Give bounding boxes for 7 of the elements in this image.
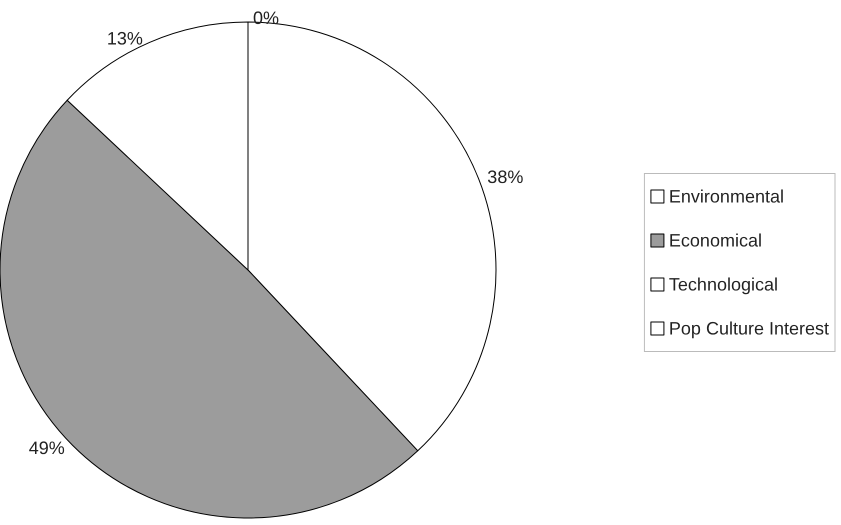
data-label: 38%: [487, 167, 524, 188]
data-label: 13%: [106, 28, 143, 49]
data-label: 49%: [28, 438, 65, 458]
legend-label: Technological: [668, 274, 778, 294]
legend-label: Pop Culture Interest: [668, 318, 830, 338]
legend-label: Economical: [668, 230, 762, 250]
legend-label: Environmental: [668, 186, 784, 206]
